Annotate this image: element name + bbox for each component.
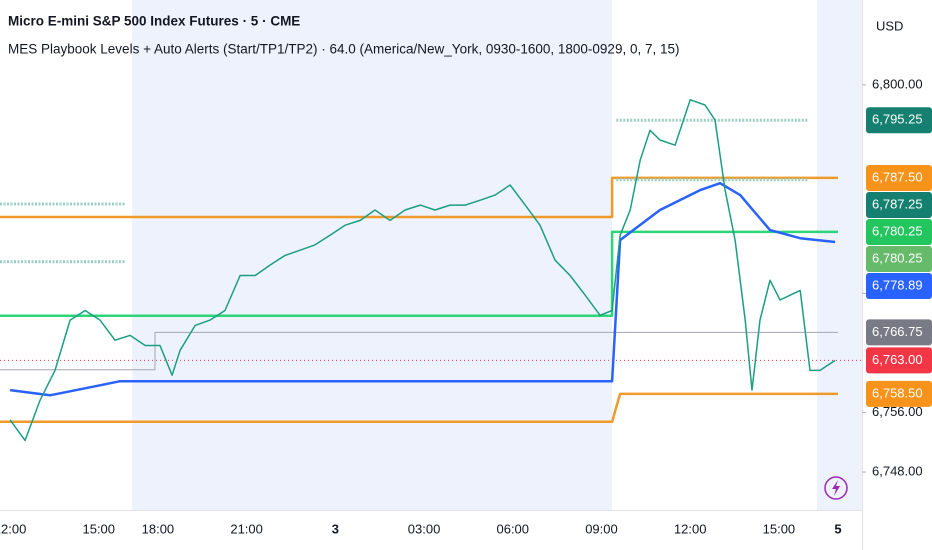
price-label xyxy=(866,245,932,272)
y-tick-label: 6,748.00 xyxy=(872,463,923,478)
x-tick-label: 18:00 xyxy=(142,521,175,536)
price-label xyxy=(866,380,932,407)
price-label xyxy=(866,164,932,191)
series-line xyxy=(0,392,838,424)
series-line xyxy=(0,230,838,317)
session-shade xyxy=(817,0,862,510)
price-label-text: 6,780.25 xyxy=(872,250,923,265)
price-label-text: 6,787.25 xyxy=(872,196,923,211)
price-label-text: 6,787.50 xyxy=(872,169,923,184)
x-tick-label: 12:00 xyxy=(0,521,26,536)
y-tick-label: 6,756.00 xyxy=(872,404,923,419)
indicator-label: MES Playbook Levels + Auto Alerts (Start… xyxy=(8,42,679,57)
x-tick-label: 5 xyxy=(834,521,841,536)
price-label xyxy=(866,272,932,299)
x-tick-label: 06:00 xyxy=(496,521,529,536)
x-tick-label: 03:00 xyxy=(408,521,441,536)
price-label-text: 6,795.25 xyxy=(872,112,923,127)
price-label-text: 6,758.50 xyxy=(872,385,923,400)
x-tick-label: 12:00 xyxy=(674,521,707,536)
x-tick-label: 09:00 xyxy=(585,521,618,536)
price-label-text: 6,766.75 xyxy=(872,324,923,339)
y-tick-label: 6,800.00 xyxy=(872,76,923,91)
x-tick-label: 15:00 xyxy=(763,521,796,536)
price-label xyxy=(866,218,932,245)
session-shade xyxy=(132,0,613,510)
currency: USD xyxy=(876,18,903,33)
x-tick-label: 21:00 xyxy=(230,521,263,536)
price-label xyxy=(866,107,932,134)
price-label xyxy=(866,347,932,374)
price-label-text: 6,778.89 xyxy=(872,277,923,292)
plot-area xyxy=(0,0,862,510)
price-label-text: 6,763.00 xyxy=(872,352,923,367)
series-line xyxy=(9,99,836,442)
x-tick-label: 3 xyxy=(332,521,339,536)
price-label xyxy=(866,191,932,218)
alert-icon[interactable] xyxy=(824,476,848,500)
chart-title: Micro E-mini S&P 500 Index Futures · 5 ·… xyxy=(8,14,300,29)
series-line xyxy=(9,181,836,397)
series-line xyxy=(0,331,838,371)
x-tick-label: 15:00 xyxy=(82,521,115,536)
price-label xyxy=(866,319,932,346)
series-line xyxy=(0,176,838,219)
price-label-text: 6,780.25 xyxy=(872,223,923,238)
